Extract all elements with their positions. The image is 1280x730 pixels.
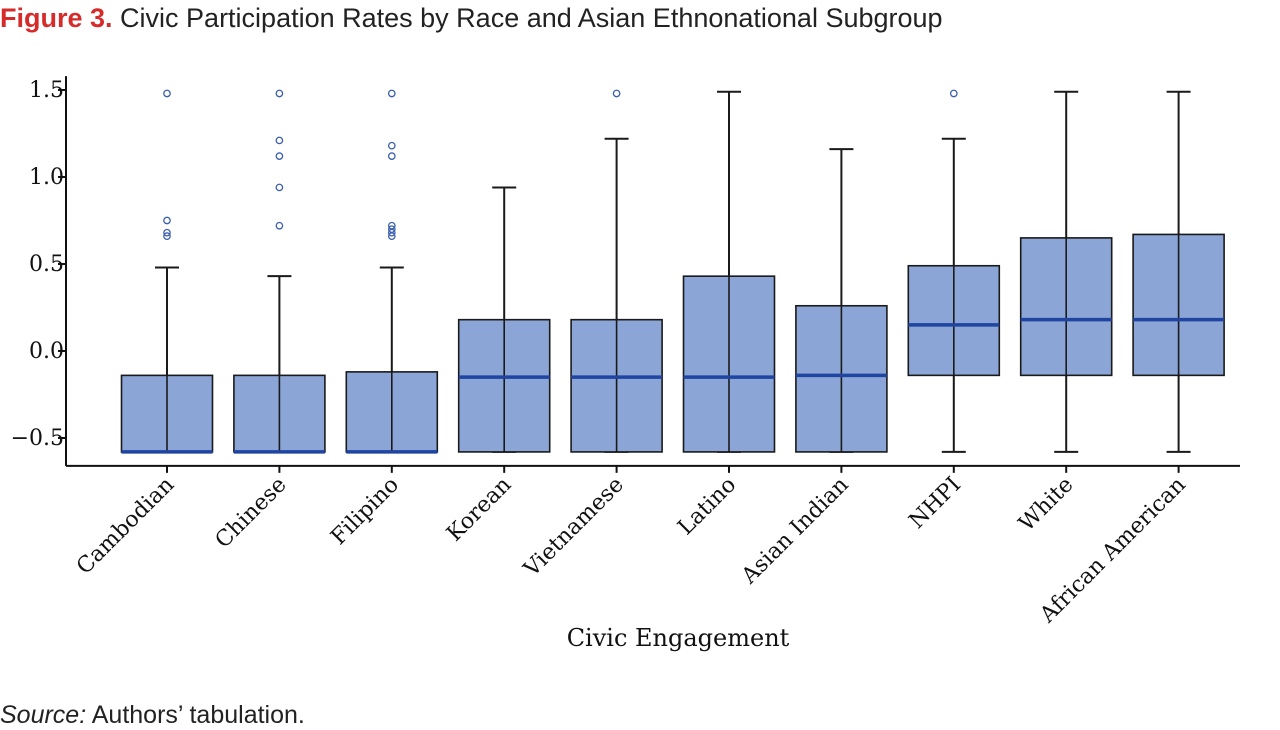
x-tick-label: Filipino xyxy=(326,472,404,550)
outlier-point xyxy=(163,228,171,237)
box-group xyxy=(907,89,1001,453)
chart-axes xyxy=(58,76,1240,473)
y-tick-label: −0.5 xyxy=(11,426,64,451)
chart-boxes xyxy=(120,89,1225,454)
outlier-point xyxy=(275,152,284,160)
y-tick-label: 1.5 xyxy=(29,78,64,103)
x-tick-label: Asian Indian xyxy=(736,472,853,589)
y-tick-label: 0.5 xyxy=(29,252,64,277)
outlier-point xyxy=(387,89,396,98)
outlier-point xyxy=(163,216,171,225)
outlier-point xyxy=(275,183,284,192)
box-group xyxy=(457,186,551,453)
outlier-point xyxy=(387,141,396,150)
outlier-point xyxy=(275,89,284,98)
outlier-point xyxy=(949,89,958,98)
box-group xyxy=(233,89,326,454)
outlier-point xyxy=(275,221,284,230)
y-tick-label: 0.0 xyxy=(29,339,64,364)
figure-label: Figure 3. xyxy=(0,3,113,33)
outlier-point xyxy=(612,89,621,98)
x-tick-label: Korean xyxy=(442,472,516,546)
outlier-point xyxy=(163,89,171,98)
outlier-point xyxy=(387,152,396,160)
outlier-point xyxy=(387,221,396,230)
box-group xyxy=(795,148,888,453)
x-tick-label: Latino xyxy=(673,472,741,540)
x-tick-label: Vietnamese xyxy=(519,472,629,582)
box-group xyxy=(1019,90,1113,453)
figure-title: Figure 3. Civic Participation Rates by R… xyxy=(0,0,943,36)
figure-title-text: Civic Participation Rates by Race and As… xyxy=(120,3,943,33)
box-group xyxy=(1132,90,1225,453)
outlier-point xyxy=(387,225,396,234)
x-tick-label: White xyxy=(1014,472,1078,536)
box-group xyxy=(120,89,214,454)
x-axis-title: Civic Engagement xyxy=(567,624,790,652)
source-note: Source: Authors’ tabulation. xyxy=(0,700,305,730)
y-tick-label: 1.0 xyxy=(29,165,64,190)
box-group xyxy=(682,90,776,453)
x-tick-label: Chinese xyxy=(211,472,292,553)
box-group xyxy=(345,89,439,454)
source-text: Authors’ tabulation. xyxy=(91,701,305,729)
box-group xyxy=(570,89,663,453)
source-label: Source: xyxy=(0,701,87,729)
box-plot-chart: 1.5 1.0 0.5 0.0 −0.5 Cambodian Chinese Filipino… xyxy=(11,76,1240,652)
outlier-point xyxy=(163,232,171,241)
x-tick-label: Cambodian xyxy=(72,472,179,579)
outlier-point xyxy=(275,136,284,145)
x-tick-label: NHPI xyxy=(905,472,966,533)
